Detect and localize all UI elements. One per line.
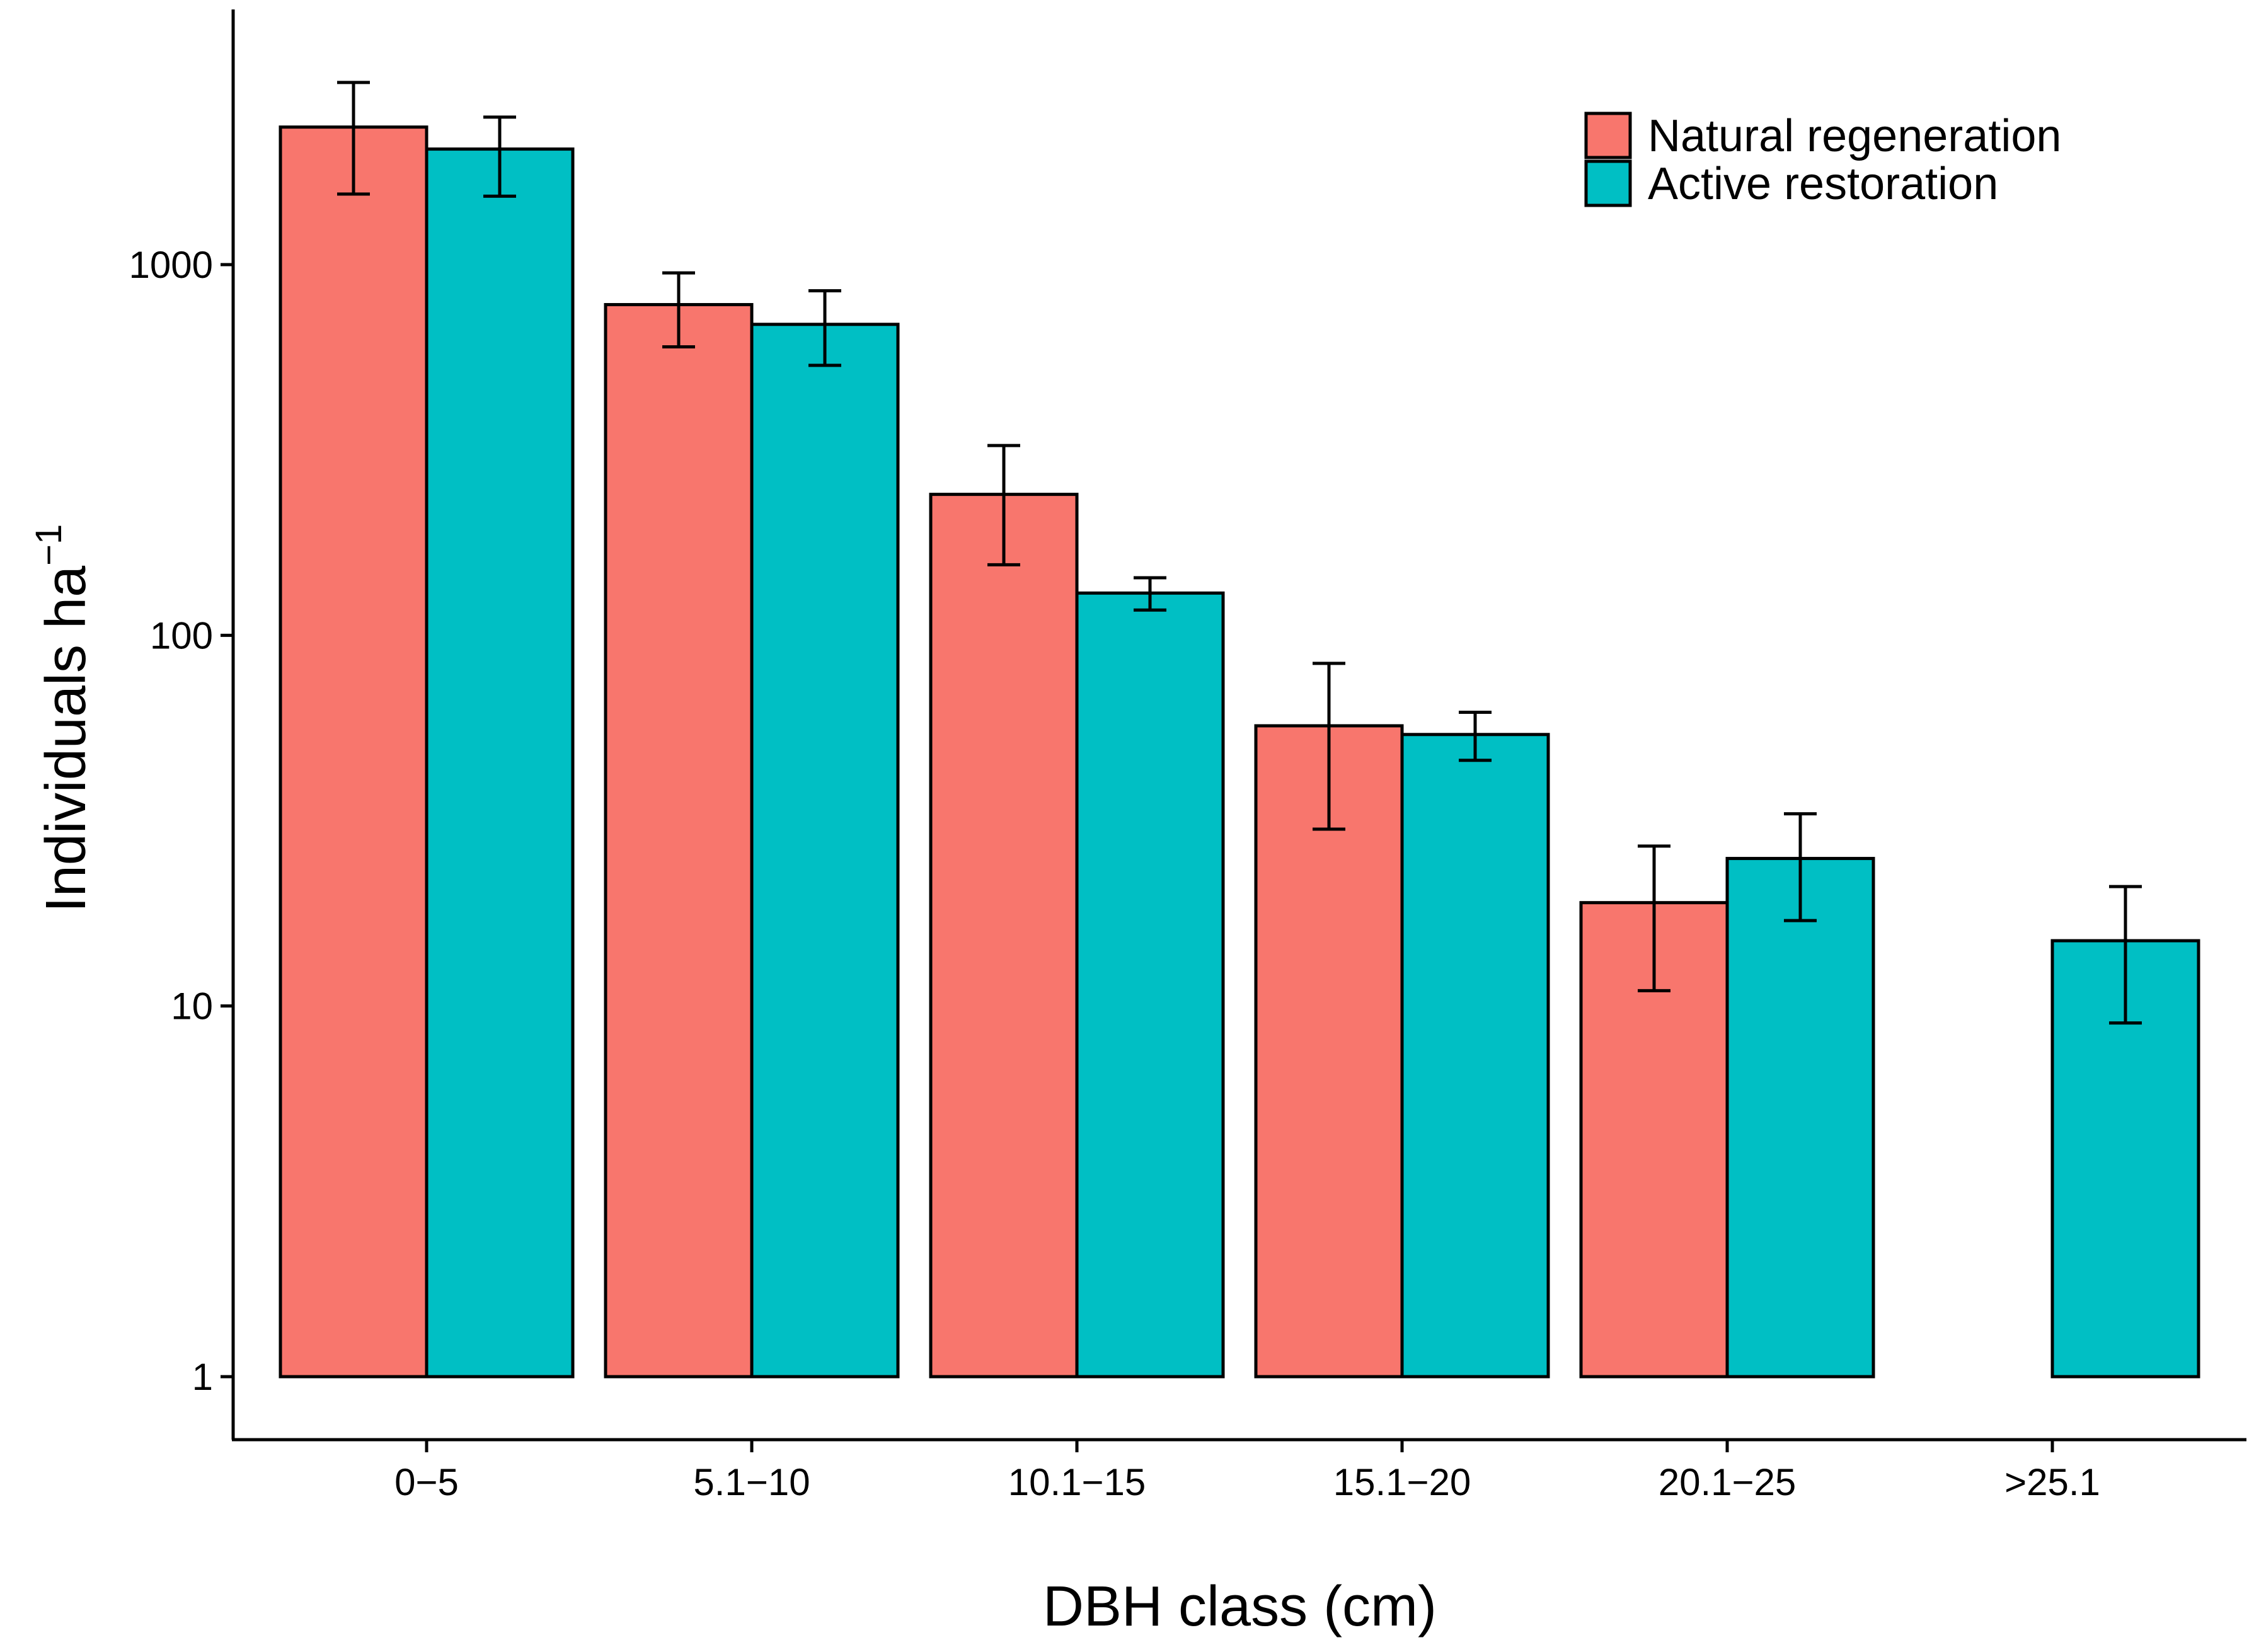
- error-bar: [483, 115, 516, 198]
- error-bars-layer: [337, 81, 2142, 1025]
- x-tick-label: 15.1−20: [1333, 1461, 1471, 1503]
- x-tick-label: 5.1−10: [693, 1461, 810, 1503]
- bar-natural-regeneration: [604, 302, 754, 1379]
- bar-active-restoration: [425, 147, 575, 1379]
- y-tick-label: 1000: [129, 244, 213, 286]
- error-bar: [1638, 844, 1670, 992]
- bar-active-restoration: [1725, 857, 1875, 1379]
- bar-natural-regeneration: [929, 493, 1079, 1379]
- axes-layer: [231, 9, 2246, 1442]
- x-axis-title: DBH class (cm): [1043, 1575, 1437, 1638]
- error-bar: [1459, 710, 1492, 762]
- error-bar: [1784, 812, 1817, 922]
- y-tick-label: 10: [171, 985, 213, 1028]
- error-bar: [987, 444, 1020, 566]
- error-bar: [337, 81, 370, 196]
- y-axis-title-superscript: −1: [28, 524, 69, 566]
- bar-active-restoration: [750, 323, 900, 1379]
- y-tick-label: 100: [150, 614, 213, 657]
- legend-swatch-natural-regeneration: [1584, 112, 1632, 159]
- bars-layer: [279, 125, 2200, 1379]
- legend-label-natural-regeneration: Natural regeneration: [1648, 111, 2061, 161]
- bar-natural-regeneration: [279, 125, 428, 1379]
- bar-active-restoration: [1075, 591, 1225, 1379]
- bar-natural-regeneration: [1254, 724, 1404, 1379]
- y-axis-title-text: Individuals ha: [35, 565, 98, 912]
- error-bar: [1313, 662, 1345, 831]
- x-tick-label: >25.1: [2004, 1461, 2100, 1503]
- legend-label-active-restoration: Active restoration: [1648, 159, 1998, 209]
- error-bar: [808, 289, 841, 367]
- x-tick-label: 0−5: [394, 1461, 459, 1503]
- error-bar: [1134, 576, 1166, 612]
- error-bar: [2109, 885, 2142, 1025]
- x-tick-label: 20.1−25: [1659, 1461, 1797, 1503]
- x-ticks: 0−5 5.1−10 10.1−15 15.1−20 20.1−25 >25.1: [394, 1440, 2100, 1503]
- y-tick-label: 1: [192, 1356, 213, 1398]
- error-bar: [662, 271, 695, 349]
- bar-active-restoration: [1400, 733, 1550, 1379]
- legend-swatch-active-restoration: [1584, 159, 1632, 207]
- y-ticks: 1 10 100 1000: [129, 244, 233, 1398]
- x-tick-label: 10.1−15: [1008, 1461, 1146, 1503]
- y-axis-title: Individuals ha−1: [28, 524, 98, 913]
